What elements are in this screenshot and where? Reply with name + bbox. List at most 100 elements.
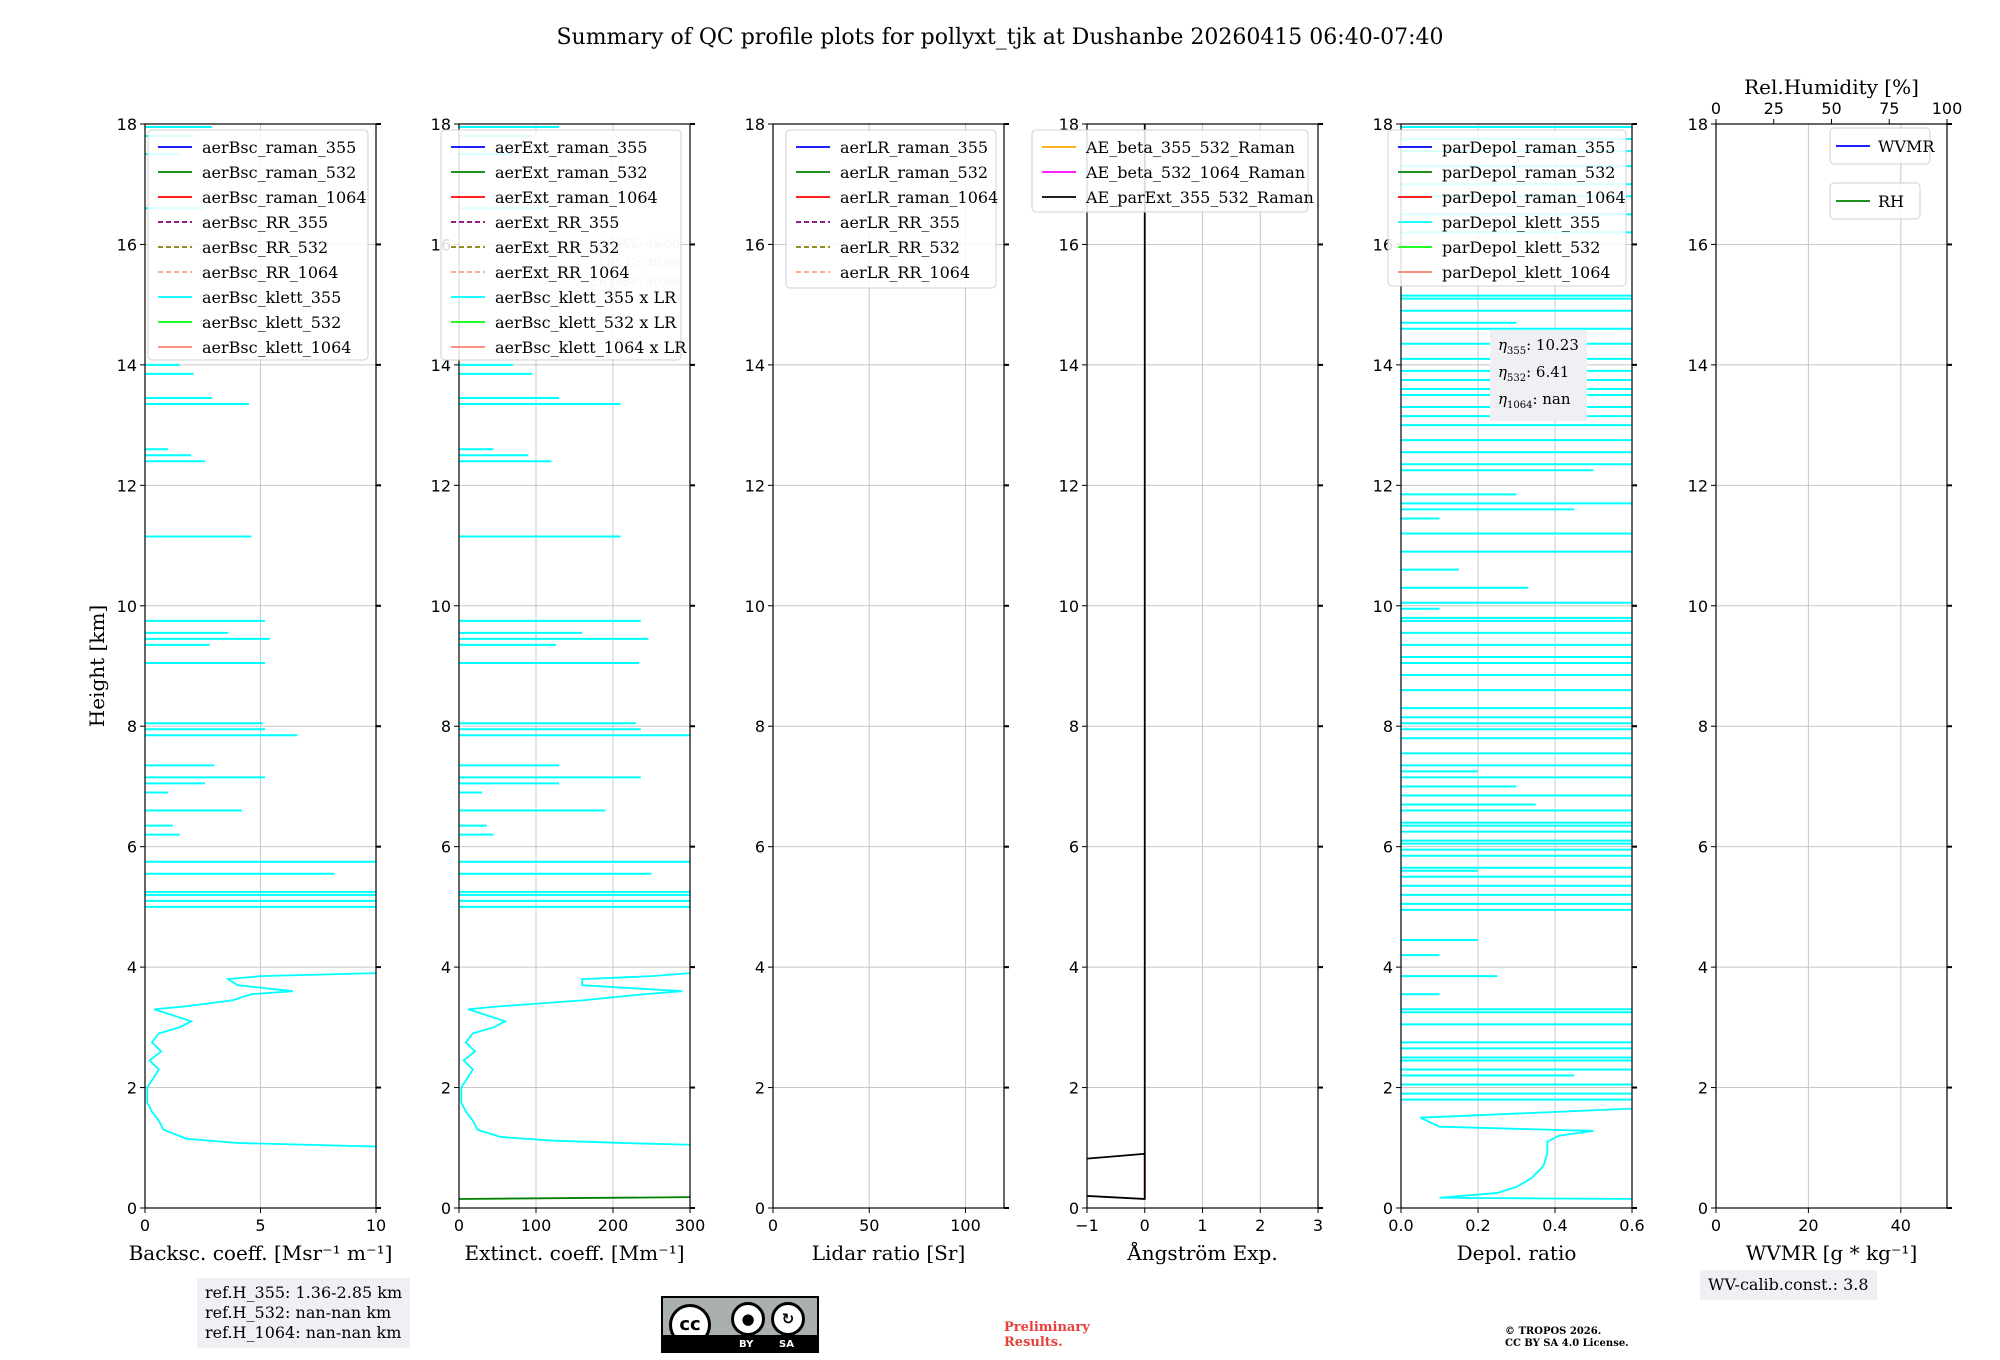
chart-title: Summary of QC profile plots for pollyxt_… — [556, 25, 1443, 50]
x-axis-label: Ångström Exp. — [1126, 1240, 1277, 1265]
legend-box — [1387, 129, 1627, 287]
ref-height-355: ref.H_355: 1.36-2.85 km — [205, 1283, 403, 1302]
y-tick-label: 14 — [117, 356, 137, 375]
y-tick-label: 8 — [1698, 717, 1708, 736]
legend-box — [1829, 127, 1931, 165]
y-tick-label: 18 — [1688, 115, 1708, 134]
axes-frame — [772, 123, 1005, 1209]
legend-label: aerBsc_klett_532 — [202, 313, 341, 332]
y-axis-label: Height [km] — [85, 605, 109, 727]
copyright-note: © TROPOS 2026. CC BY SA 4.0 License. — [1505, 1326, 1629, 1350]
legend-label: aerBsc_RR_355 — [202, 213, 328, 232]
legend-box — [1829, 182, 1921, 220]
x-axis-label: Depol. ratio — [1457, 1241, 1577, 1265]
x-axis-label: Backsc. coeff. [Msr⁻¹ m⁻¹] — [129, 1241, 393, 1265]
legend-label: aerBsc_RR_1064 — [202, 263, 338, 282]
wv-calib-box: WV-calib.const.: 3.8 — [1700, 1270, 1877, 1300]
legend-label: aerBsc_klett_1064 — [202, 338, 351, 357]
legend-label: aerExt_RR_532 — [495, 238, 619, 257]
y-tick-label: 0 — [127, 1199, 137, 1218]
legend-box — [147, 129, 369, 361]
legend-label: parDepol_klett_1064 — [1442, 263, 1611, 282]
y-tick-label: 18 — [1373, 115, 1393, 134]
x-tick-label: 0 — [140, 1216, 150, 1235]
eta-355: η355: 10.23 — [1498, 336, 1579, 357]
x-tick-label: 0 — [1140, 1216, 1150, 1235]
preliminary-line-2: Results. — [1004, 1335, 1063, 1350]
series-group — [1086, 124, 1146, 1200]
x-tick-label: 10 — [366, 1216, 386, 1235]
legend-label: aerBsc_klett_532 x LR — [495, 313, 677, 332]
y-tick-label: 4 — [1698, 958, 1708, 977]
ref-height-1064: ref.H_1064: nan-nan km — [205, 1323, 402, 1342]
legend-label: aerLR_RR_1064 — [840, 263, 970, 282]
y-tick-label: 8 — [1069, 717, 1079, 736]
y-tick-label: 4 — [755, 958, 765, 977]
top-x-tick-label: 100 — [1932, 99, 1963, 118]
y-tick-label: 8 — [755, 717, 765, 736]
y-tick-label: 16 — [1059, 235, 1079, 254]
x-tick-label: 3 — [1313, 1216, 1323, 1235]
x-tick-label: 0.6 — [1619, 1216, 1644, 1235]
x-axis-label: Extinct. coeff. [Mm⁻¹] — [464, 1241, 684, 1265]
y-tick-label: 2 — [127, 1079, 137, 1098]
y-tick-label: 4 — [1069, 958, 1079, 977]
y-tick-label: 10 — [1688, 597, 1708, 616]
x-tick-label: 5 — [255, 1216, 265, 1235]
legend-label: parDepol_klett_532 — [1442, 238, 1600, 257]
preliminary-line-1: Preliminary — [1004, 1320, 1090, 1335]
legend-label: aerExt_RR_1064 — [495, 263, 630, 282]
legend-label: aerBsc_klett_355 — [202, 288, 341, 307]
y-tick-label: 0 — [1069, 1199, 1079, 1218]
axes-frame — [1715, 123, 1948, 1209]
legend-label: aerExt_raman_1064 — [495, 188, 658, 207]
x-tick-label: 100 — [521, 1216, 552, 1235]
y-tick-label: 12 — [1059, 476, 1079, 495]
legend-label: aerLR_raman_532 — [840, 163, 988, 182]
ref-height-532: ref.H_532: nan-nan km — [205, 1303, 392, 1322]
legend-label: aerBsc_raman_355 — [202, 138, 356, 157]
legend: aerLR_raman_355 aerLR_raman_532 aerLR_rama… — [785, 129, 998, 289]
y-tick-label: 6 — [1069, 838, 1079, 857]
series-line — [460, 972, 691, 1146]
y-tick-label: 6 — [1698, 838, 1708, 857]
series-line — [146, 972, 377, 1148]
legend-label: aerBsc_klett_1064 x LR — [495, 338, 687, 357]
x-tick-label: 50 — [859, 1216, 879, 1235]
y-tick-label: 6 — [441, 838, 451, 857]
y-tick-label: 2 — [441, 1079, 451, 1098]
y-tick-label: 14 — [1373, 356, 1393, 375]
legend: aerBsc_raman_355 aerBsc_raman_532 aerBsc_r… — [147, 129, 369, 361]
legend-label: aerBsc_raman_1064 — [202, 188, 367, 207]
legend-label: aerBsc_RR_532 — [202, 238, 328, 257]
y-tick-label: 16 — [1688, 235, 1708, 254]
y-tick-label: 18 — [117, 115, 137, 134]
x-tick-label: −1 — [1075, 1216, 1099, 1235]
y-tick-label: 12 — [1373, 476, 1393, 495]
y-tick-label: 8 — [441, 717, 451, 736]
y-tick-label: 2 — [1698, 1079, 1708, 1098]
cc-license-badge: cc ● ↻ BY SA — [661, 1296, 819, 1353]
legend: AE_beta_355_532_Raman AE_beta_532_1064_Ra… — [1031, 129, 1314, 213]
legend: WVMR RH — [1829, 127, 1935, 220]
top-x-tick-label: 50 — [1821, 99, 1841, 118]
x-tick-label: 40 — [1891, 1216, 1911, 1235]
eta-1064: η1064: nan — [1498, 390, 1571, 411]
x-tick-label: 0 — [454, 1216, 464, 1235]
y-tick-label: 12 — [1688, 476, 1708, 495]
y-tick-label: 2 — [1383, 1079, 1393, 1098]
y-tick-label: 16 — [745, 235, 765, 254]
eta-box: η355: 10.23 η532: 6.41 η1064: nan — [1490, 330, 1587, 421]
x-tick-label: 0.0 — [1388, 1216, 1413, 1235]
x-axis-label: WVMR [g * kg⁻¹] — [1746, 1241, 1918, 1265]
legend-label: aerBsc_raman_532 — [202, 163, 356, 182]
y-tick-label: 18 — [745, 115, 765, 134]
y-tick-label: 4 — [441, 958, 451, 977]
top-x-tick-label: 0 — [1711, 99, 1721, 118]
y-tick-label: 6 — [127, 838, 137, 857]
x-tick-label: 1 — [1197, 1216, 1207, 1235]
axes-frame — [1400, 123, 1633, 1209]
y-tick-label: 6 — [1383, 838, 1393, 857]
